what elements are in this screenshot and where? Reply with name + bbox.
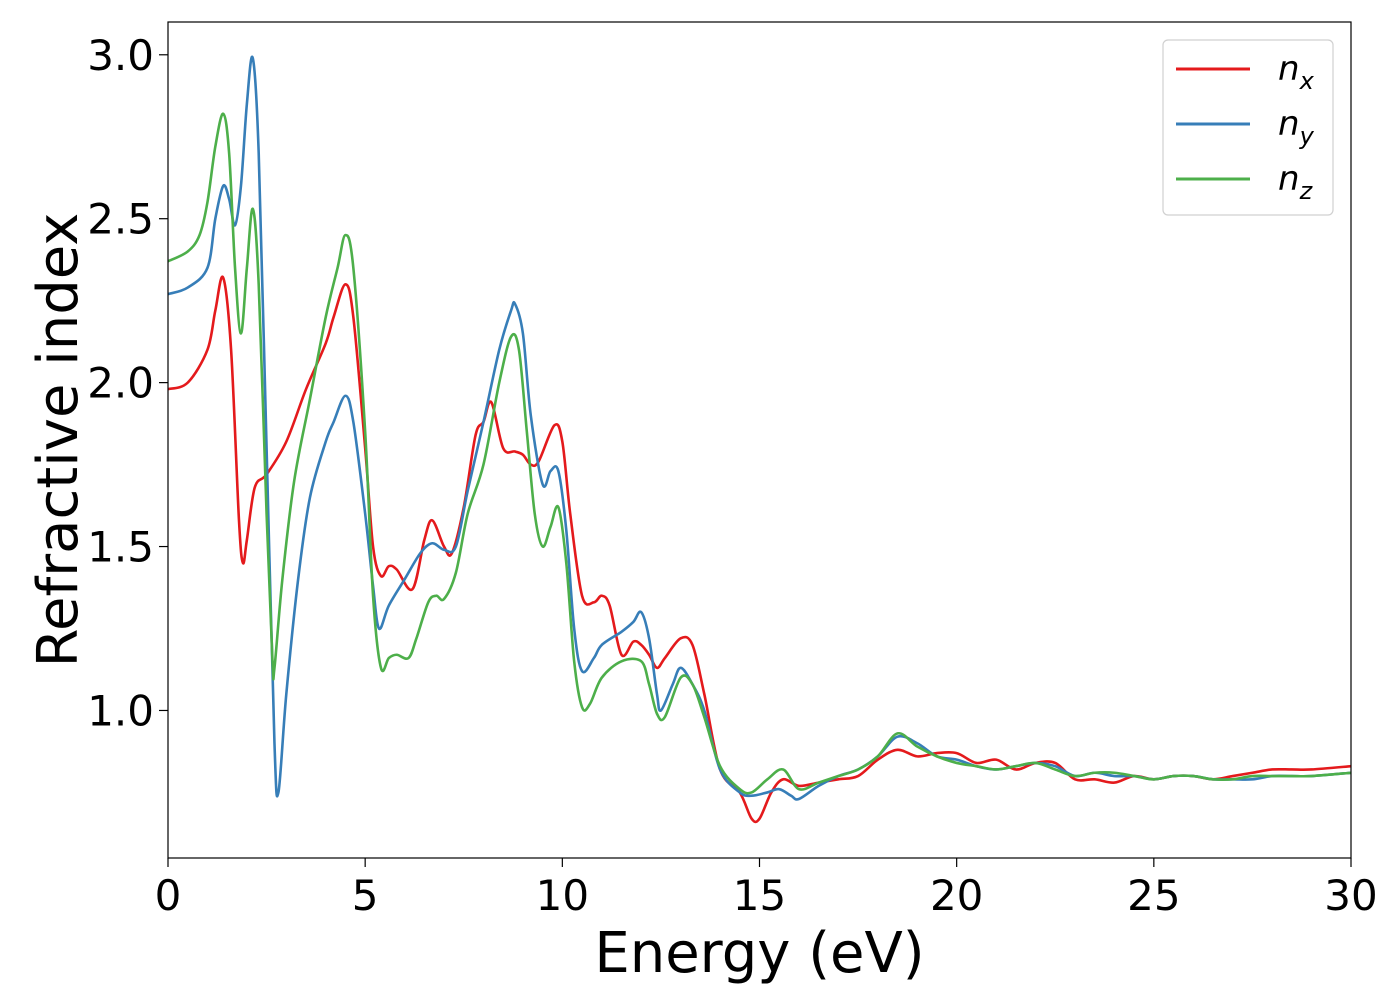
legend-label-nz: nz	[1278, 159, 1314, 205]
y-tick-label: 3.0	[87, 31, 154, 80]
x-tick-label: 0	[155, 871, 182, 920]
y-tick-label: 1.0	[87, 686, 154, 735]
x-axis-title: Energy (eV)	[594, 921, 924, 986]
y-axis-title: Refractive index	[26, 213, 91, 668]
x-tick-label: 20	[930, 871, 983, 920]
legend-label-nx: nx	[1278, 49, 1315, 95]
legend-box	[1162, 39, 1334, 216]
series-line-nz	[168, 112, 1351, 795]
x-tick-label: 10	[536, 871, 589, 920]
y-tick-label: 1.5	[87, 523, 154, 572]
y-axis: 1.0 1.5 2.0 2.5 3.0	[87, 31, 168, 735]
x-tick-label: 5	[352, 871, 379, 920]
x-tick-label: 25	[1127, 871, 1180, 920]
y-tick-label: 2.5	[87, 195, 154, 244]
x-tick-label: 30	[1324, 871, 1377, 920]
legend: nx ny nz	[1162, 39, 1334, 216]
plot-area	[168, 55, 1351, 824]
x-tick-label: 15	[733, 871, 786, 920]
series-line-nx	[168, 275, 1351, 824]
legend-label-ny: ny	[1278, 104, 1315, 150]
y-tick-label: 2.0	[87, 359, 154, 408]
x-axis: 0 5 10 15 20 25 30	[155, 858, 1378, 920]
